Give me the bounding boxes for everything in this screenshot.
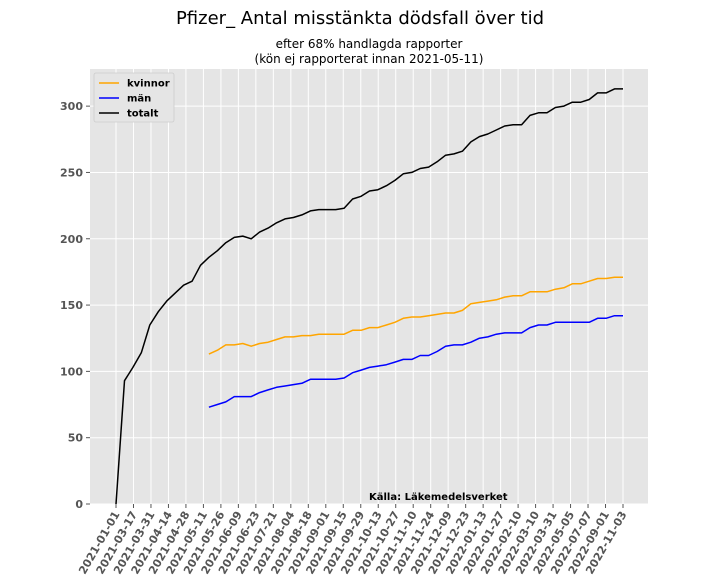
legend: kvinnor män totalt xyxy=(93,72,175,123)
grid-lines xyxy=(90,69,648,505)
y-tick-label: 200 xyxy=(60,233,83,246)
y-tick-label: 0 xyxy=(75,498,83,511)
series-line-totalt xyxy=(115,88,623,505)
y-tick-label: 250 xyxy=(60,166,83,179)
chart-title: Pfizer_ Antal misstänkta dödsfall över t… xyxy=(175,8,545,29)
series-line-kvinnor xyxy=(208,276,623,355)
legend-label-män: män xyxy=(127,94,151,105)
y-tick-label: 50 xyxy=(68,432,84,445)
legend-label-kvinnor: kvinnor xyxy=(127,79,170,90)
y-tick-label: 150 xyxy=(60,299,83,312)
x-axis: 2021-01-012021-03-172021-03-312021-04-14… xyxy=(76,504,630,576)
plot-area xyxy=(90,69,648,504)
y-tick-label: 100 xyxy=(60,365,83,378)
legend-label-totalt: totalt xyxy=(127,109,159,120)
y-tick-label: 300 xyxy=(60,100,83,113)
series-line-män xyxy=(208,314,623,408)
y-axis: 0 50 100 150 200 250 300 xyxy=(60,100,90,511)
legend-box xyxy=(93,72,175,123)
chart-subtitle-line-1: efter 68% handlagda rapporter xyxy=(275,37,463,51)
source-annotation: Källa: Läkemedelsverket xyxy=(369,492,508,503)
series-lines xyxy=(115,88,623,505)
chart-subtitle-line-2: (kön ej rapporterat innan 2021-05-11) xyxy=(254,52,484,66)
